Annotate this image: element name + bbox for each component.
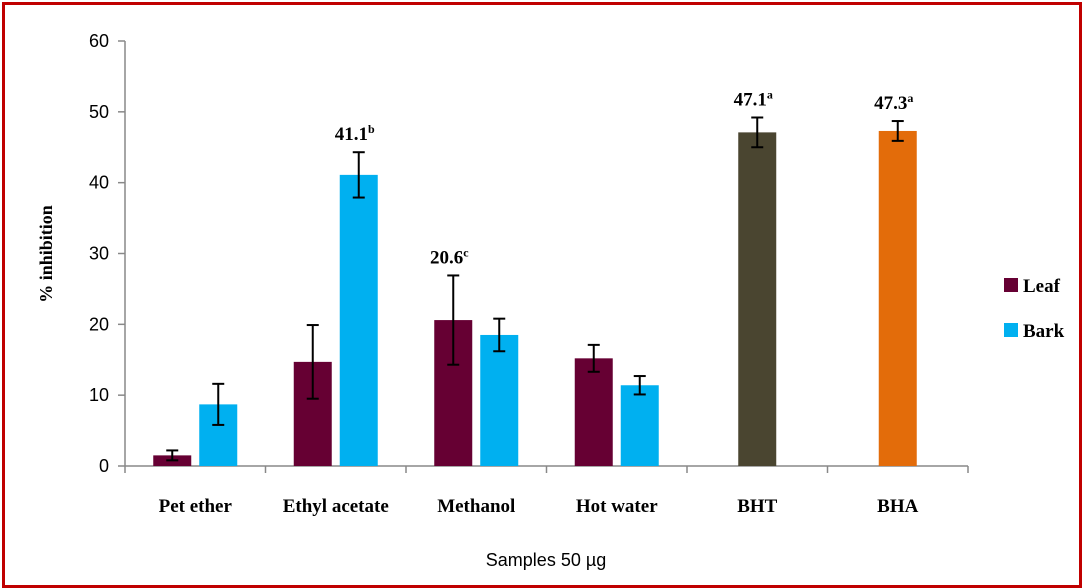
x-category-label: BHA	[877, 496, 918, 517]
data-label: 41.1b	[335, 122, 375, 145]
bar-bark	[480, 334, 519, 466]
y-tick-label: 60	[89, 31, 109, 51]
legend-swatch-leaf	[1004, 278, 1018, 292]
y-tick-label: 20	[89, 314, 109, 334]
bar-standard-bha	[878, 130, 917, 467]
legend-swatch-bark	[1004, 323, 1018, 337]
x-category-label: Ethyl acetate	[283, 496, 389, 517]
y-tick-label: 10	[89, 385, 109, 405]
bar-bark	[620, 385, 659, 466]
x-category-label: Hot water	[576, 496, 658, 517]
x-category-label: Methanol	[437, 496, 515, 517]
data-label: 47.3a	[874, 91, 913, 114]
y-tick-label: 50	[89, 102, 109, 122]
data-label: 20.6c	[430, 245, 469, 268]
y-tick-label: 40	[89, 173, 109, 193]
x-category-label: BHT	[737, 496, 777, 517]
legend-label-bark: Bark	[1023, 321, 1065, 342]
y-tick-label: 30	[89, 244, 109, 264]
y-axis-title: % inhibition	[36, 205, 56, 303]
x-category-label: Pet ether	[159, 496, 233, 517]
legend-label-leaf: Leaf	[1023, 276, 1061, 297]
x-axis-title: Samples 50 µg	[486, 550, 606, 570]
bar-leaf	[574, 358, 613, 466]
data-label: 47.1a	[734, 88, 773, 111]
bar-standard-bht	[738, 132, 777, 466]
bar-bark	[339, 174, 378, 466]
y-tick-label: 0	[99, 456, 109, 476]
